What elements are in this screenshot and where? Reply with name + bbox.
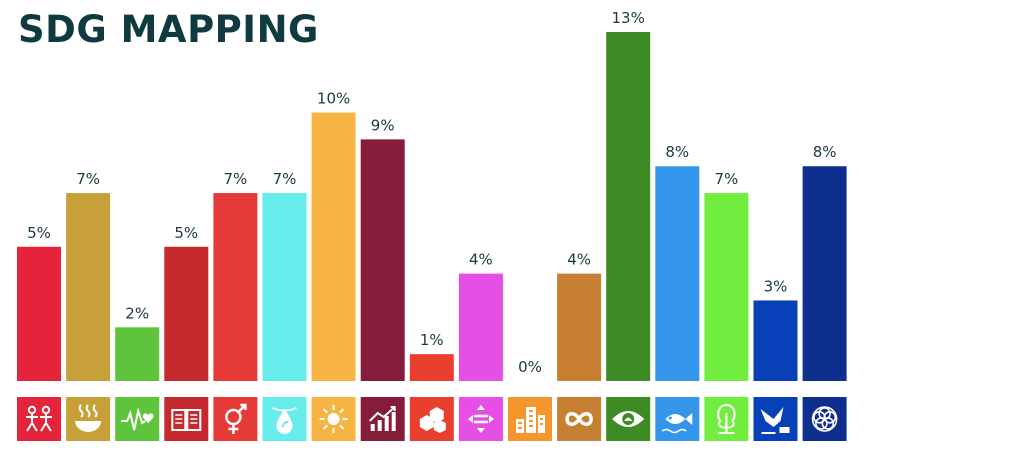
bar-sdg-7 [311,112,356,382]
bar-sdg-17 [802,166,847,381]
bar-sdg-10 [458,273,503,381]
bar-sdg-14 [655,166,700,381]
bar-sdg-4 [164,246,209,381]
value-label: 13% [612,9,645,27]
value-labels-group: 5% 7% 2% 5% 7% 7% 10% 9% 1% 4% 0% 4% 13% 8% 7% 3% 8% [27,9,836,376]
bar-sdg-9 [409,354,454,381]
value-label: 8% [665,143,689,161]
value-label: 0% [518,358,542,376]
bar-sdg-6 [262,193,307,381]
growth-chart-icon [360,397,405,441]
value-label: 5% [174,224,198,242]
bar-sdg-12 [557,273,602,381]
bar-sdg-3 [115,327,160,381]
cubes-icon [409,397,454,441]
water-drop-icon [262,397,307,441]
value-label: 10% [317,90,350,108]
bar-sdg-1 [17,246,61,381]
bowl-icon [66,397,111,441]
bar-sdg-2 [66,193,111,381]
value-label: 8% [813,143,837,161]
people-icon [17,397,61,441]
heartbeat-icon [115,397,160,441]
value-label: 3% [764,277,788,295]
value-label: 9% [371,116,395,134]
value-label: 7% [76,170,100,188]
value-label: 4% [469,251,493,269]
value-label: 7% [715,170,739,188]
sdg-icons-group [17,397,847,441]
value-label: 7% [273,170,297,188]
bar-sdg-8 [360,139,405,381]
equality-arrows-icon [458,397,503,441]
infinity-icon [557,397,602,441]
chart-title: SDG MAPPING [18,8,319,51]
gender-icon [213,397,258,441]
rings-icon [802,397,847,441]
city-icon [508,397,552,441]
fish-icon [655,397,700,441]
sun-icon [311,397,356,441]
bar-sdg-15 [704,193,749,381]
bar-sdg-16 [753,300,798,381]
value-label: 4% [567,251,591,269]
bar-sdg-5 [213,193,258,381]
tree-icon [704,397,749,441]
value-label: 1% [420,331,444,349]
bars-group [17,32,847,382]
book-icon [164,397,209,441]
value-label: 2% [125,304,149,322]
bar-sdg-13 [606,32,651,381]
value-label: 5% [27,224,51,242]
value-label: 7% [224,170,248,188]
eye-icon [606,397,651,441]
dove-gavel-icon [753,397,798,441]
